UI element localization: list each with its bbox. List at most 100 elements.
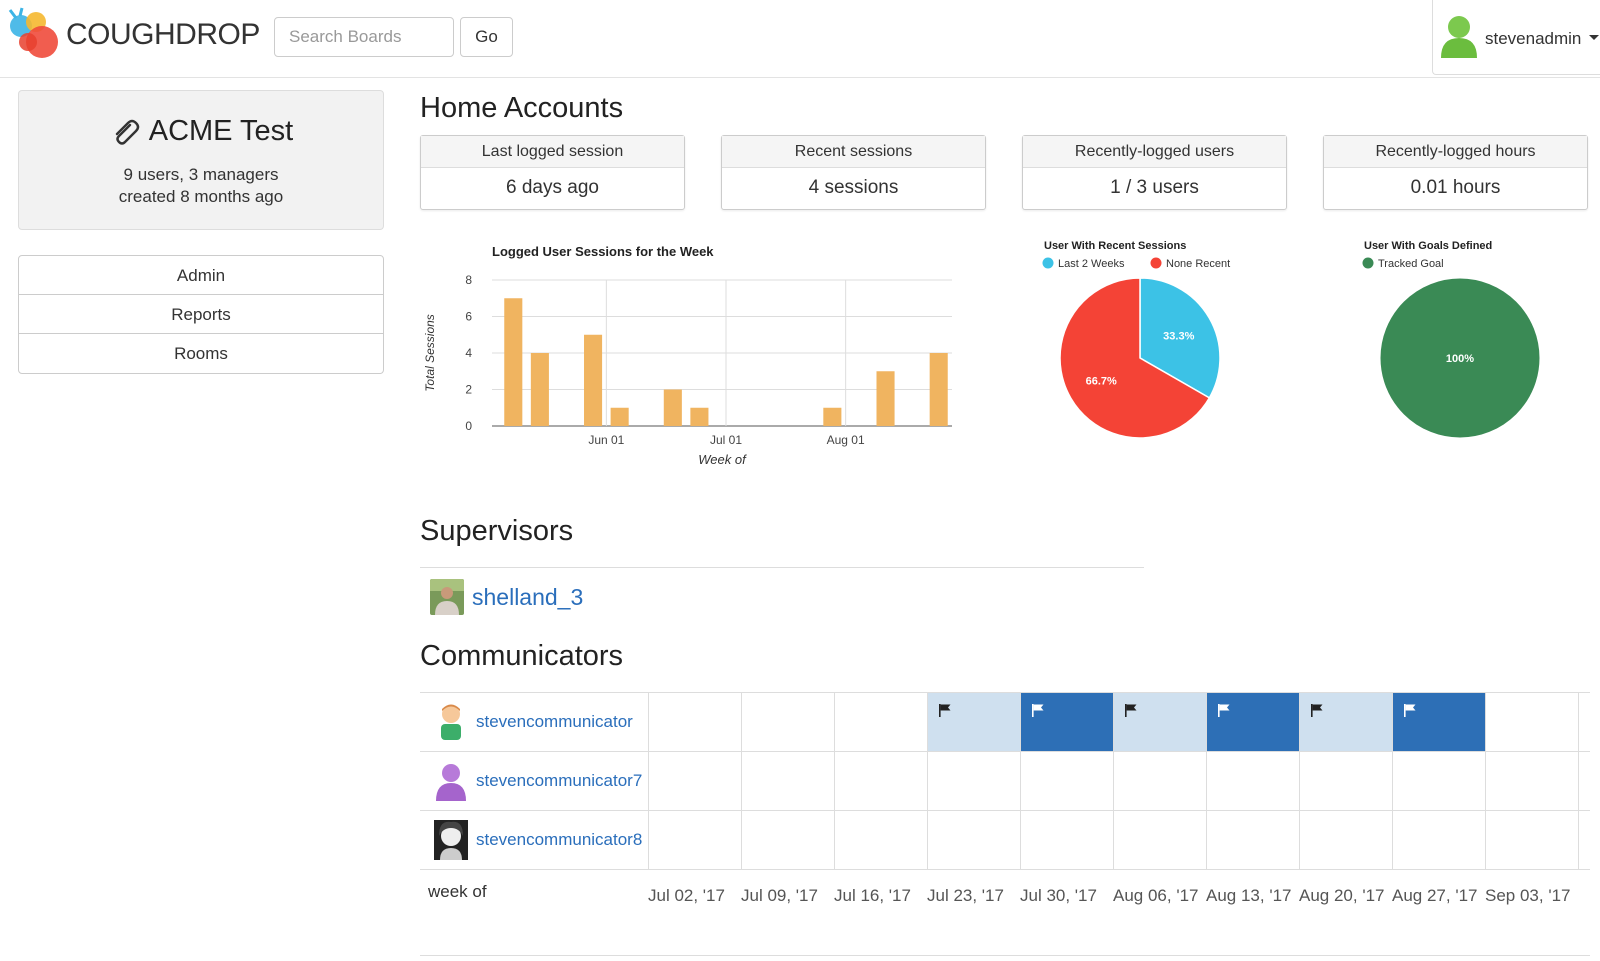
week-cell[interactable] (741, 811, 834, 869)
week-label: Aug 20, '17 (1299, 886, 1385, 905)
week-cell[interactable] (1020, 752, 1113, 810)
pie-slice (1059, 277, 1211, 439)
week-cell[interactable] (1485, 693, 1578, 751)
supervisor-link[interactable]: shelland_3 (472, 583, 584, 610)
week-cell[interactable] (927, 811, 1020, 869)
week-cell[interactable] (1113, 811, 1206, 869)
week-cell[interactable] (1392, 693, 1485, 751)
recent-sessions-pie-chart: User With Recent Sessions Last 2 Weeks Non… (1042, 240, 1230, 439)
sidebar-item-admin[interactable]: Admin (19, 256, 383, 295)
legend-swatch (1042, 257, 1054, 269)
legend-label: None Recent (1166, 258, 1230, 270)
stat-label: Last logged session (421, 136, 684, 168)
week-cell[interactable] (1020, 693, 1113, 751)
org-title-row: ACME Test (19, 115, 383, 148)
kid-icon (441, 704, 461, 740)
bar (823, 407, 842, 426)
slice-label: 100% (1446, 353, 1474, 365)
goals-pie-chart: User With Goals Defined Tracked Goal 100% (1362, 240, 1541, 439)
go-button[interactable]: Go (460, 17, 513, 57)
week-cell[interactable] (834, 752, 927, 810)
week-cell[interactable] (1299, 811, 1392, 869)
user-menu-dropdown[interactable]: stevenadmin (1432, 0, 1600, 75)
brand-name[interactable]: COUGHDROP (66, 18, 260, 51)
week-label: Aug 13, '17 (1206, 886, 1292, 905)
flag-icon (1218, 704, 1230, 717)
bar (584, 334, 603, 426)
communicator-link[interactable]: stevencommunicator8 (476, 830, 643, 849)
stat-value: 4 sessions (808, 177, 899, 198)
chart-title: User With Goals Defined (1364, 240, 1492, 252)
week-cell[interactable] (741, 693, 834, 751)
flag-icon (1125, 704, 1137, 717)
pie-slice (1139, 277, 1221, 399)
flag-icon (939, 704, 951, 717)
week-cell[interactable] (648, 752, 741, 810)
communicator-row: stevencommunicator8 (420, 810, 1590, 869)
week-cell[interactable] (1206, 811, 1299, 869)
communicator-link[interactable]: stevencommunicator (476, 712, 633, 731)
week-cell[interactable] (834, 693, 927, 751)
search-boards-input[interactable] (274, 17, 454, 57)
communicator-link[interactable]: stevencommunicator7 (476, 771, 643, 790)
week-of-label: week of (428, 882, 487, 901)
week-cell[interactable] (834, 811, 927, 869)
week-cell[interactable] (741, 752, 834, 810)
week-label: Aug 27, '17 (1392, 886, 1478, 905)
grid-line (1578, 693, 1579, 751)
chart-title: Logged User Sessions for the Week (492, 244, 714, 259)
week-cell[interactable] (648, 811, 741, 869)
week-label: Jul 16, '17 (834, 886, 911, 905)
bar (504, 298, 523, 426)
y-axis-label: Total Sessions (423, 314, 437, 392)
week-cell[interactable] (1020, 811, 1113, 869)
week-cell[interactable] (927, 693, 1020, 751)
y-tick-label: 4 (465, 346, 472, 360)
stat-value: 6 days ago (506, 177, 599, 198)
stat-last-logged-session: Last logged session 6 days ago (420, 135, 685, 210)
communicator-user[interactable]: stevencommunicator7 (420, 752, 648, 810)
week-label: Jul 23, '17 (927, 886, 1004, 905)
stat-value: 1 / 3 users (1110, 177, 1199, 198)
communicator-user[interactable]: stevencommunicator (420, 693, 648, 751)
bar (530, 353, 549, 426)
grid-line (1578, 811, 1579, 869)
communicator-user[interactable]: stevencommunicator8 (420, 811, 648, 869)
week-cell[interactable] (1392, 752, 1485, 810)
flag-icon (1032, 704, 1044, 717)
week-cell[interactable] (1206, 752, 1299, 810)
week-cell[interactable] (648, 693, 741, 751)
bar (876, 371, 895, 426)
chart-title: User With Recent Sessions (1044, 240, 1186, 252)
stat-label: Recently-logged users (1023, 136, 1286, 168)
caret-down-icon (1589, 35, 1599, 40)
week-cell[interactable] (1392, 811, 1485, 869)
coughdrop-logo-icon[interactable] (6, 6, 60, 66)
week-cell[interactable] (1113, 693, 1206, 751)
week-cell[interactable] (1299, 693, 1392, 751)
supervisor-avatar (430, 579, 464, 615)
week-cell[interactable] (1299, 752, 1392, 810)
legend-label: Tracked Goal (1378, 258, 1444, 270)
stat-value: 0.01 hours (1410, 177, 1501, 198)
sidebar-item-reports[interactable]: Reports (19, 295, 383, 334)
week-cell[interactable] (1485, 752, 1578, 810)
y-tick-label: 2 (465, 383, 472, 397)
top-navbar: COUGHDROP Go stevenadmin (0, 0, 1600, 78)
supervisor-item[interactable]: shelland_3 (430, 578, 583, 616)
stat-label: Recently-logged hours (1324, 136, 1587, 168)
paperclip-icon (115, 119, 139, 145)
sidebar-nav: Admin Reports Rooms (18, 255, 384, 374)
username-label: stevenadmin (1485, 29, 1582, 48)
user-avatar-icon (1441, 16, 1477, 58)
week-cell[interactable] (1113, 752, 1206, 810)
week-cell[interactable] (1206, 693, 1299, 751)
sidebar-item-rooms[interactable]: Rooms (174, 344, 228, 363)
slice-label: 66.7% (1086, 375, 1117, 387)
week-cell[interactable] (1485, 811, 1578, 869)
week-cell[interactable] (927, 752, 1020, 810)
communicators-heading: Communicators (420, 640, 624, 672)
slice-label: 33.3% (1163, 331, 1194, 343)
y-tick-label: 0 (465, 419, 472, 433)
grid-line (1578, 752, 1579, 810)
